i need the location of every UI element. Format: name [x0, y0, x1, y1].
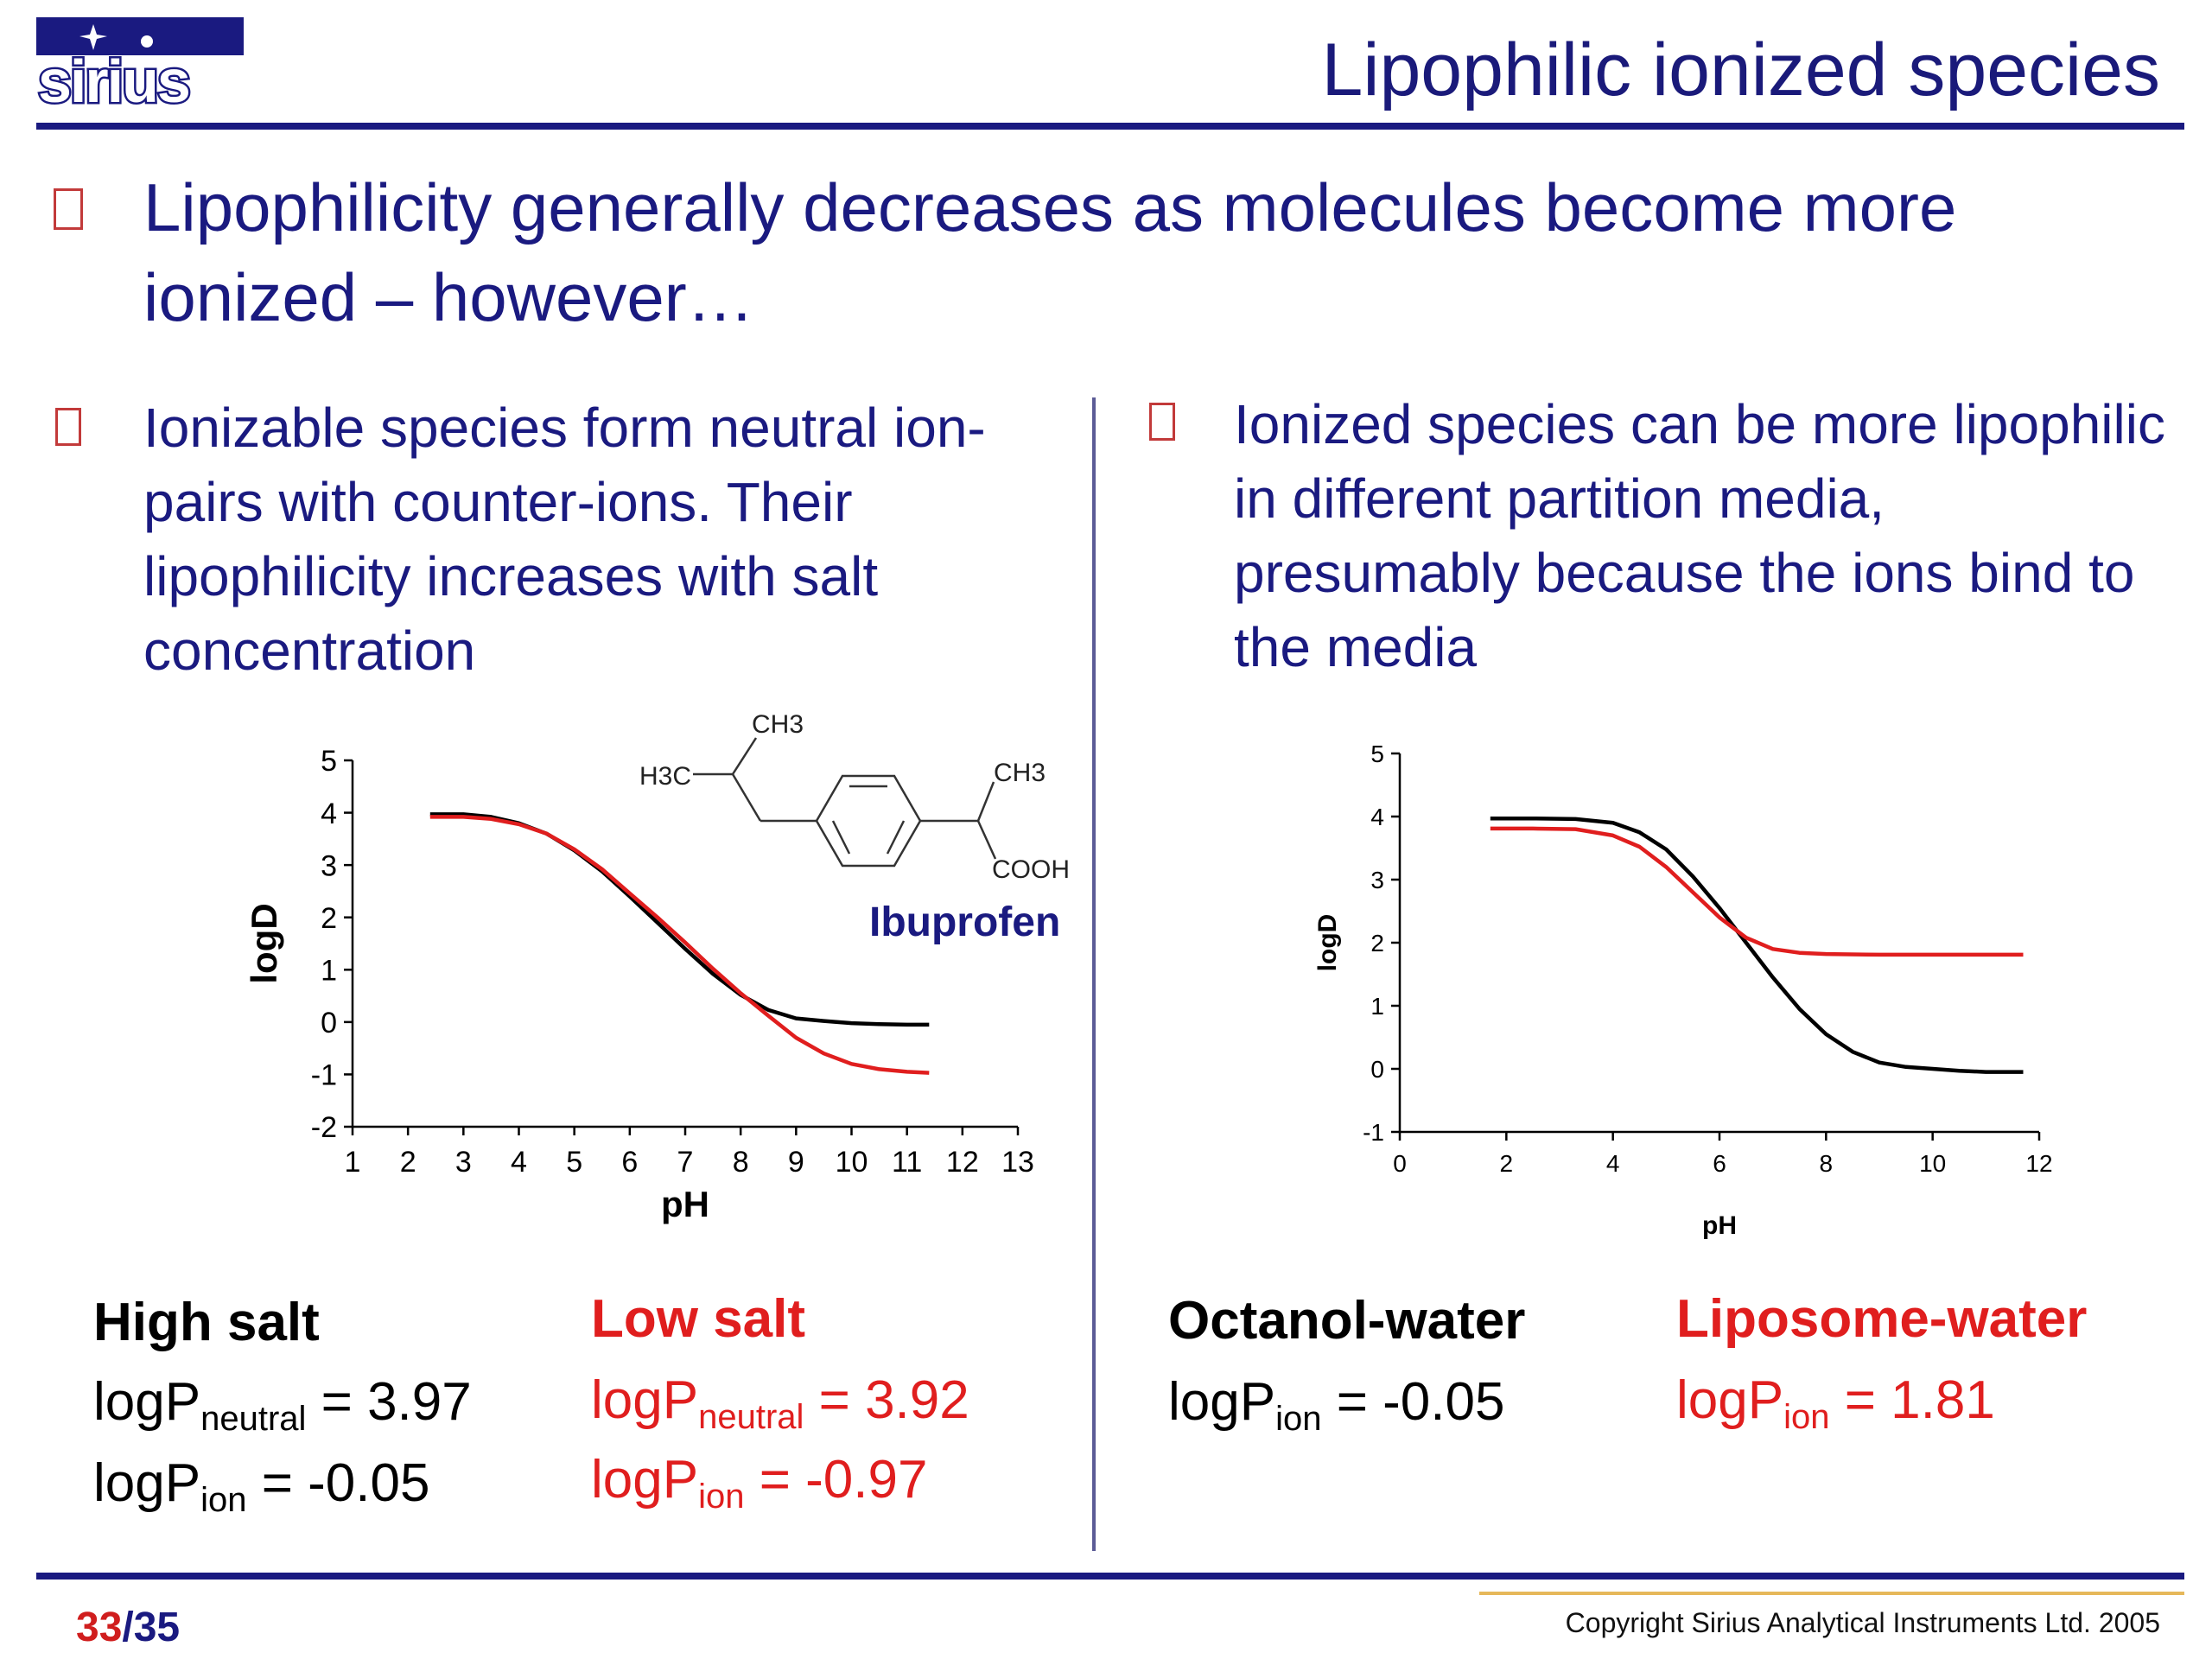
sirius-logo: sirius — [36, 17, 244, 118]
low-salt-heading: Low salt — [591, 1289, 806, 1349]
x-tick-label: 4 — [1606, 1150, 1620, 1177]
footer-accent-rule — [1479, 1592, 2184, 1595]
x-tick-label: 5 — [566, 1146, 582, 1179]
main-bullet-text: Lipophilicity generally decreases as mol… — [143, 169, 1957, 335]
x-tick-label: 13 — [1001, 1146, 1034, 1179]
high-salt-logp-ion: logPion = -0.05 — [93, 1453, 430, 1519]
x-tick-label: 10 — [1919, 1150, 1946, 1177]
series-line-red — [429, 815, 930, 1075]
left-bullet-text: Ionizable species form neutral ion-pairs… — [143, 397, 986, 682]
x-tick-label: 1 — [345, 1146, 361, 1179]
y-tick-label: 2 — [1370, 930, 1384, 957]
liposome-logp-ion: logPion = 1.81 — [1676, 1370, 1995, 1436]
molecule-label: COOH — [992, 855, 1070, 884]
series-line-black — [1490, 816, 2024, 1074]
x-tick-label: 11 — [892, 1146, 922, 1179]
x-tick-label: 6 — [1713, 1150, 1726, 1177]
page-number: 33/35 — [76, 1604, 180, 1651]
series-line-red — [1490, 826, 2024, 957]
footer-rule — [36, 1573, 2184, 1580]
low-salt-logp-ion: logPion = -0.97 — [591, 1450, 928, 1516]
high-salt-logp-neutral: logPneutral = 3.97 — [93, 1372, 472, 1438]
right-bullet-text: Ionized species can be more lipophilic i… — [1234, 393, 2165, 678]
y-tick-label: 2 — [321, 902, 337, 935]
slide-title: Lipophilic ionized species — [1321, 29, 2160, 111]
bullet-icon — [54, 188, 83, 230]
y-tick-label: -1 — [1363, 1119, 1384, 1146]
y-tick-label: 1 — [321, 955, 337, 988]
y-tick-label: 4 — [1370, 804, 1384, 830]
y-tick-label: 0 — [1370, 1056, 1384, 1083]
x-tick-label: 6 — [621, 1146, 638, 1179]
high-salt-heading: High salt — [93, 1293, 320, 1352]
x-tick-label: 8 — [1820, 1150, 1834, 1177]
y-axis-label: logD — [1313, 914, 1342, 972]
low-salt-logp-neutral: logPneutral = 3.92 — [591, 1370, 969, 1436]
copyright: Copyright Sirius Analytical Instruments … — [1565, 1607, 2160, 1638]
ibuprofen-structure: CH3 H3C CH3 COOH — [639, 710, 1070, 884]
y-axis-label: logD — [244, 903, 284, 983]
header-rule — [36, 123, 2184, 130]
octanol-logp-ion: logPion = -0.05 — [1168, 1372, 1505, 1438]
x-tick-label: 7 — [677, 1146, 694, 1179]
x-tick-label: 3 — [455, 1146, 472, 1179]
page-total: /35 — [122, 1605, 181, 1650]
y-tick-label: 1 — [1370, 993, 1384, 1020]
molecule-name: Ibuprofen — [869, 899, 1061, 945]
y-tick-label: -2 — [311, 1111, 337, 1144]
bullet-icon — [55, 408, 81, 446]
liposome-water-heading: Liposome-water — [1676, 1289, 2088, 1349]
column-divider — [1092, 397, 1096, 1551]
y-tick-label: 3 — [321, 849, 337, 882]
x-tick-label: 4 — [511, 1146, 527, 1179]
x-axis-label: pH — [1702, 1211, 1737, 1240]
y-tick-label: 4 — [321, 798, 337, 830]
bullet-icon — [1149, 403, 1175, 441]
x-tick-label: 12 — [2025, 1150, 2052, 1177]
x-tick-label: 2 — [1500, 1150, 1514, 1177]
y-tick-label: 3 — [1370, 867, 1384, 893]
x-tick-label: 8 — [733, 1146, 749, 1179]
x-axis-label: pH — [661, 1184, 709, 1224]
y-tick-label: 0 — [321, 1007, 337, 1039]
x-tick-label: 12 — [946, 1146, 979, 1179]
y-tick-label: 5 — [1370, 741, 1384, 767]
y-tick-label: -1 — [311, 1059, 337, 1092]
logo-text: sirius — [38, 48, 189, 109]
page-current: 33 — [76, 1605, 123, 1650]
x-tick-label: 10 — [836, 1146, 868, 1179]
x-tick-label: 9 — [788, 1146, 804, 1179]
octanol-water-heading: Octanol-water — [1168, 1291, 1526, 1351]
series-line-black — [429, 812, 930, 1027]
y-tick-label: 5 — [321, 745, 337, 778]
molecule-label: H3C — [639, 762, 691, 791]
x-tick-label: 0 — [1393, 1150, 1407, 1177]
molecule-label: CH3 — [994, 759, 1046, 787]
logo-graphic: sirius — [36, 17, 244, 118]
molecule-label: CH3 — [752, 710, 804, 739]
x-tick-label: 2 — [400, 1146, 416, 1179]
